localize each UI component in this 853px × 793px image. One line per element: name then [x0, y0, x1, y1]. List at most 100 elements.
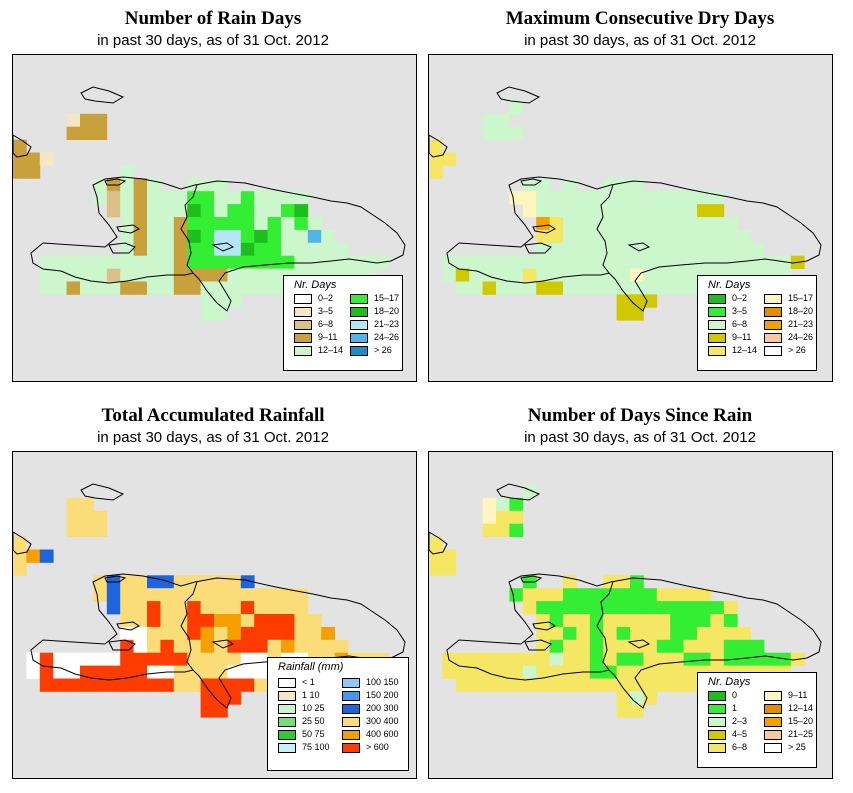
grid-cell — [334, 242, 349, 257]
grid-cell — [200, 614, 215, 628]
grid-cell — [93, 178, 108, 192]
grid-cell — [254, 217, 268, 231]
grid-cell — [737, 639, 751, 654]
grid-cell — [656, 665, 671, 679]
coastline-path — [108, 242, 136, 254]
grid-cell — [294, 601, 309, 615]
grid-cell — [160, 626, 175, 641]
grid-cell — [281, 229, 295, 244]
legend-label: 24–26 — [374, 332, 400, 342]
grid-cell — [670, 665, 684, 679]
grid-cell — [683, 217, 698, 231]
grid-cell — [429, 139, 443, 153]
legend-swatch — [708, 333, 726, 343]
grid-cell — [173, 588, 188, 602]
grid-cell — [133, 204, 148, 218]
panel-subtitle: in past 30 days, as of 31 Oct. 2012 — [97, 429, 329, 446]
grid-cell — [200, 691, 215, 705]
grid-cell — [26, 165, 41, 179]
legend-title: Nr. Days — [708, 676, 751, 688]
grid-cell — [630, 281, 644, 295]
grid-cell — [254, 588, 268, 602]
grid-cell — [643, 294, 658, 308]
legend-swatch — [278, 691, 296, 701]
legend-label: > 26 — [788, 345, 806, 355]
grid-cell — [187, 588, 201, 602]
coastline — [429, 86, 822, 312]
grid-cell — [549, 217, 564, 231]
grid-cell — [254, 601, 268, 615]
grid-cell — [307, 639, 322, 654]
grid-cell — [549, 255, 564, 269]
grid-cell — [160, 601, 175, 615]
grid-cell — [670, 678, 684, 692]
grid-cell — [281, 588, 295, 602]
grid-cell — [549, 204, 564, 218]
legend-swatch — [278, 730, 296, 740]
legend-label: 0–2 — [732, 293, 748, 303]
grid-cell — [482, 523, 497, 537]
grid-cell — [39, 268, 54, 282]
grid-cell — [670, 626, 684, 641]
legend: Nr. Days 0 1 2–3 4–5 6–8 9–11 12–14 15–20 21–25 >… — [697, 672, 817, 768]
grid-cell — [80, 255, 94, 269]
grid-cell — [496, 652, 510, 666]
map-frame[interactable]: Nr. Days 0–2 3–5 6–8 9–11 12–14 15–17 18–20 21–… — [12, 54, 417, 382]
grid-cell — [200, 217, 215, 231]
grid-cell — [147, 588, 161, 602]
coastline-path — [524, 639, 552, 651]
grid-cell — [267, 588, 282, 602]
grid-cell — [321, 242, 335, 257]
grid-cell — [187, 678, 201, 692]
grid-cell — [254, 665, 268, 679]
map-frame[interactable]: Nr. Days 0 1 2–3 4–5 6–8 9–11 12–14 15–20 21–25 >… — [428, 451, 833, 779]
legend-swatch — [764, 346, 782, 356]
grid-cell — [294, 639, 309, 654]
map-frame[interactable]: Rainfall (mm) < 1 1 10 10 25 25 50 50 75 75 1… — [12, 451, 417, 779]
grid-cell — [455, 652, 470, 666]
grid-cell — [589, 204, 604, 218]
grid-cell — [563, 678, 577, 692]
grid-cell — [509, 678, 524, 692]
grid-cell — [737, 229, 751, 244]
legend-label: 3–5 — [318, 306, 334, 316]
grid-cell — [496, 255, 510, 269]
grid-cell — [120, 281, 134, 295]
grid-cell — [227, 268, 242, 282]
grid-cell — [723, 601, 738, 615]
legend-label: 1 — [732, 703, 738, 713]
map-frame[interactable]: Nr. Days 0–2 3–5 6–8 9–11 12–14 15–17 18–20 21–… — [428, 54, 833, 382]
grid-cell — [683, 678, 698, 692]
grid-cell — [643, 255, 658, 269]
grid-cell — [656, 242, 671, 257]
grid-cell — [683, 204, 698, 218]
grid-cell — [723, 242, 738, 257]
grid-cell — [26, 665, 41, 679]
grid-cell — [589, 614, 604, 628]
legend-swatch — [294, 307, 312, 317]
grid-cell — [549, 614, 564, 628]
grid-cell — [536, 678, 550, 692]
grid-cell — [509, 652, 524, 666]
grid-cell — [603, 281, 617, 295]
grid-cell — [294, 217, 309, 231]
grid-cell — [589, 255, 604, 269]
grid-cell — [603, 217, 617, 231]
grid-cell — [160, 588, 175, 602]
grid-cell — [267, 639, 282, 654]
grid-cell — [616, 614, 631, 628]
grid-cell — [455, 281, 470, 295]
grid-cell — [147, 191, 161, 205]
legend-label: 21–25 — [788, 729, 814, 739]
grid-cell — [281, 626, 295, 641]
grid-cell — [697, 229, 711, 244]
grid-cell — [509, 497, 524, 512]
grid-cell — [549, 639, 564, 654]
grid-cell — [589, 281, 604, 295]
grid-cell — [227, 281, 242, 295]
grid-cell — [120, 268, 134, 282]
grid-cell — [710, 204, 725, 218]
grid-cell — [173, 217, 188, 231]
grid-cell — [200, 588, 215, 602]
grid-cell — [496, 126, 510, 140]
